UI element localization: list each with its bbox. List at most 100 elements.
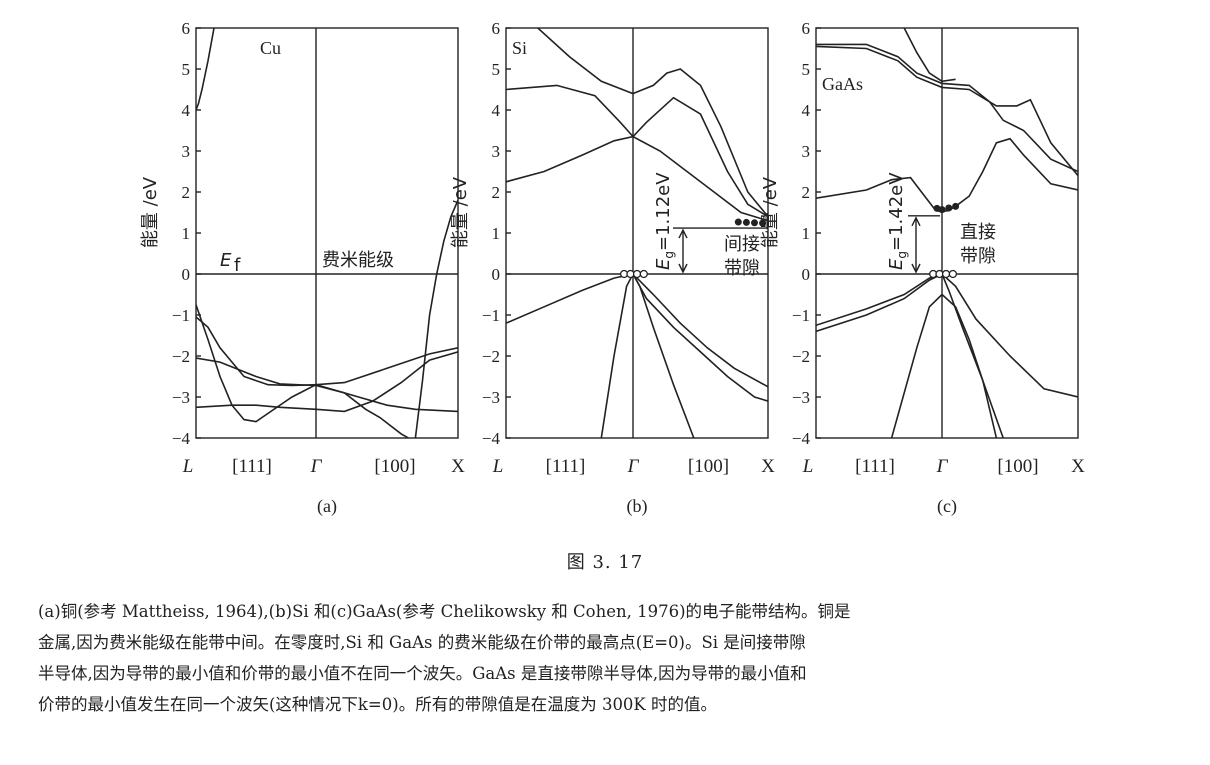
y-tick-label: −1 <box>792 306 810 325</box>
k-point-label: X <box>761 456 775 477</box>
band-gap-value: =1.42eV <box>886 172 907 251</box>
y-tick-label: 5 <box>492 60 501 79</box>
y-tick-label: 2 <box>182 183 191 202</box>
y-tick-label: 2 <box>802 183 811 202</box>
y-tick-label: 1 <box>802 224 811 243</box>
electron-marker <box>742 218 750 226</box>
k-point-label: [100] <box>688 456 729 477</box>
panel-label: (a) <box>317 496 337 517</box>
k-point-label: L <box>182 456 194 477</box>
k-point-label: X <box>451 456 465 477</box>
band-panel-gaas: 6 5 4 3 2 1 0 −1 −2 −3 −4 能量 /eV L [111] Γ [100] X (c) GaA… <box>760 19 1085 517</box>
arrow-head-down <box>911 263 921 274</box>
arrow-head-up <box>678 228 688 239</box>
k-point-label: Γ <box>627 456 640 477</box>
y-tick-label: 4 <box>492 101 501 120</box>
energy-band-6 <box>196 351 458 413</box>
band-gap-subscript: g <box>895 251 909 259</box>
energy-band-1 <box>196 28 215 111</box>
y-tick-label: 6 <box>802 19 811 38</box>
k-point-label: [100] <box>997 456 1038 477</box>
y-tick-label: −1 <box>172 306 190 325</box>
y-tick-label: 0 <box>182 265 191 284</box>
k-point-label: [111] <box>546 456 586 477</box>
electron-marker <box>734 218 742 226</box>
band-gap-subscript: g <box>662 251 676 259</box>
arrow-head-up <box>911 216 921 227</box>
caption-line: (a)铜(参考 Mattheiss, 1964),(b)Si 和(c)GaAs(… <box>38 602 851 621</box>
fermi-level-label: 费米能级 <box>322 250 394 271</box>
k-point-label: [111] <box>855 456 895 477</box>
y-tick-label: 0 <box>492 265 501 284</box>
y-tick-label: 4 <box>182 101 191 120</box>
band-gap-value: =1.12eV <box>653 172 674 251</box>
plot-frame <box>195 27 459 439</box>
arrow-head-down <box>678 263 688 274</box>
hole-marker <box>639 269 648 279</box>
y-tick-label: 5 <box>802 60 811 79</box>
band-structure-figure: 6 5 4 3 2 1 0 −1 −2 −3 −4 能量 /eV L [111] Γ [100] X (a) Cu E… <box>140 19 1085 517</box>
y-tick-label: −2 <box>172 347 190 366</box>
gap-type-line2: 带隙 <box>724 258 760 279</box>
y-tick-label: 6 <box>182 19 191 38</box>
figure-caption: (a)铜(参考 Mattheiss, 1964),(b)Si 和(c)GaAs(… <box>38 596 1178 720</box>
fermi-subscript: f <box>234 255 241 276</box>
y-tick-label: −3 <box>172 388 190 407</box>
y-tick-label: −4 <box>482 429 501 448</box>
y-tick-label: 5 <box>182 60 191 79</box>
y-tick-label: −2 <box>482 347 500 366</box>
figure-number: 图 3. 17 <box>566 552 644 573</box>
band-gap-symbol: E <box>653 258 674 270</box>
hole-marker <box>935 269 944 279</box>
material-label: Cu <box>260 38 281 58</box>
electron-marker <box>945 204 953 212</box>
energy-band-5 <box>196 357 409 438</box>
hole-marker <box>632 269 642 279</box>
energy-band-3 <box>537 28 768 218</box>
energy-band-1 <box>816 137 1078 213</box>
energy-band-4 <box>903 28 956 83</box>
electron-marker <box>938 206 946 214</box>
energy-band-1 <box>506 135 768 222</box>
y-tick-label: 0 <box>802 265 811 284</box>
material-label: GaAs <box>822 74 863 94</box>
caption-line: 金属,因为费米能级在能带中间。在零度时,Si 和 GaAs 的费米能级在价带的最… <box>38 633 806 652</box>
y-tick-label: 1 <box>492 224 501 243</box>
k-point-label: Γ <box>310 456 323 477</box>
y-tick-label: 3 <box>802 142 811 161</box>
y-tick-label: −3 <box>482 388 500 407</box>
y-axis-label: 能量 /eV <box>450 176 471 248</box>
electron-marker <box>952 202 960 210</box>
energy-band-6 <box>632 273 768 402</box>
material-label: Si <box>512 38 527 58</box>
electron-marker <box>751 219 758 227</box>
energy-band-2 <box>506 84 768 218</box>
caption-line: 价带的最小值发生在同一个波矢(这种情况下k=0)。所有的带隙值是在温度为 300… <box>38 695 718 714</box>
y-axis-label: 能量 /eV <box>760 176 781 248</box>
panel-label: (c) <box>937 496 957 517</box>
hole-marker <box>948 269 958 279</box>
y-tick-label: −2 <box>792 347 810 366</box>
caption-line: 半导体,因为导带的最小值和价带的最小值不在同一个波矢。GaAs 是直接带隙半导体… <box>38 664 807 683</box>
panel-label: (b) <box>627 496 648 517</box>
y-tick-label: 2 <box>492 183 501 202</box>
gap-type-line2: 带隙 <box>960 246 996 267</box>
band-panel-cu: 6 5 4 3 2 1 0 −1 −2 −3 −4 能量 /eV L [111] Γ [100] X (a) Cu E… <box>140 19 465 517</box>
k-point-label: X <box>1071 456 1085 477</box>
energy-band-2 <box>414 199 458 438</box>
energy-band-5 <box>816 273 1078 398</box>
y-tick-label: 3 <box>182 142 191 161</box>
band-panel-si: 6 5 4 3 2 1 0 −1 −2 −3 −4 能量 /eV L [111] Γ [100] X (b) Si E… <box>450 19 775 517</box>
y-tick-label: 6 <box>492 19 501 38</box>
y-axis-label: 能量 /eV <box>140 176 161 248</box>
energy-band-4 <box>196 316 458 413</box>
y-tick-label: −4 <box>172 429 191 448</box>
energy-band-3 <box>196 304 458 423</box>
y-tick-label: −1 <box>482 306 500 325</box>
k-point-label: Γ <box>936 456 949 477</box>
energy-band-2 <box>816 45 1078 177</box>
band-gap-label: Eg=1.12eV <box>653 172 676 270</box>
energy-band-4 <box>600 272 768 438</box>
k-point-label: [111] <box>232 456 272 477</box>
band-gap-label: Eg=1.42eV <box>886 172 909 270</box>
